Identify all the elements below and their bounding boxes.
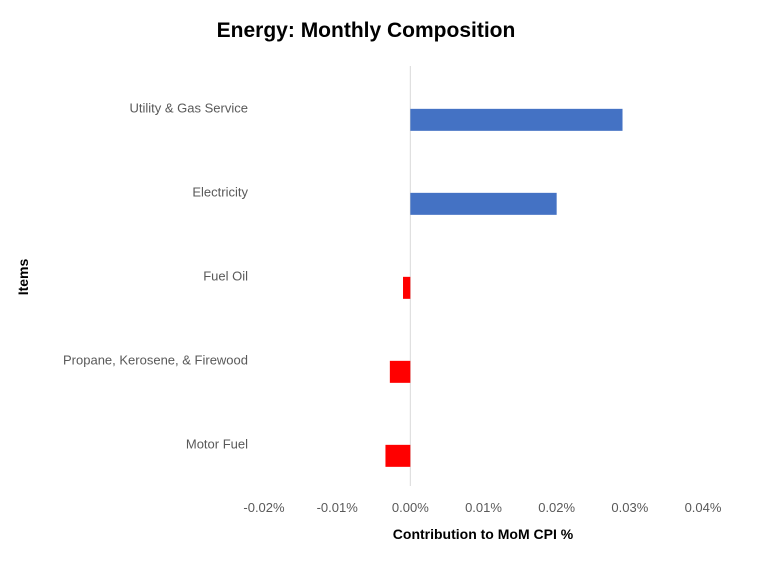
x-axis-title: Contribution to MoM CPI % [393, 526, 574, 542]
x-tick-label: 0.03% [611, 500, 648, 515]
x-tick-label: 0.02% [538, 500, 575, 515]
category-label-electricity: Electricity [192, 184, 248, 199]
bar-utility-gas-service [410, 108, 623, 131]
bar-motor-fuel [385, 444, 411, 467]
category-label-motor-fuel: Motor Fuel [186, 436, 248, 451]
x-tick-label: -0.01% [317, 500, 359, 515]
tick-labels-group: -0.02% -0.01% 0.00% 0.01% 0.02% 0.03% 0.04% [243, 500, 721, 515]
x-tick-label: 0.04% [685, 500, 722, 515]
bar-fuel-oil [403, 276, 411, 299]
x-tick-label: 0.01% [465, 500, 502, 515]
bar-propane-kerosene-firewood [389, 360, 411, 383]
x-tick-label: 0.00% [392, 500, 429, 515]
category-label-propane-kerosene-firewood: Propane, Kerosene, & Firewood [63, 352, 248, 367]
category-label-utility-gas-service: Utility & Gas Service [130, 100, 248, 115]
y-axis-title: Items [15, 259, 31, 296]
bars-group [385, 108, 623, 467]
category-label-fuel-oil: Fuel Oil [203, 268, 248, 283]
x-tick-label: -0.02% [243, 500, 285, 515]
category-labels-group: Utility & Gas Service Electricity Fuel Oil… [63, 100, 248, 451]
bar-electricity [410, 192, 557, 215]
chart-title: Energy: Monthly Composition [217, 19, 516, 42]
